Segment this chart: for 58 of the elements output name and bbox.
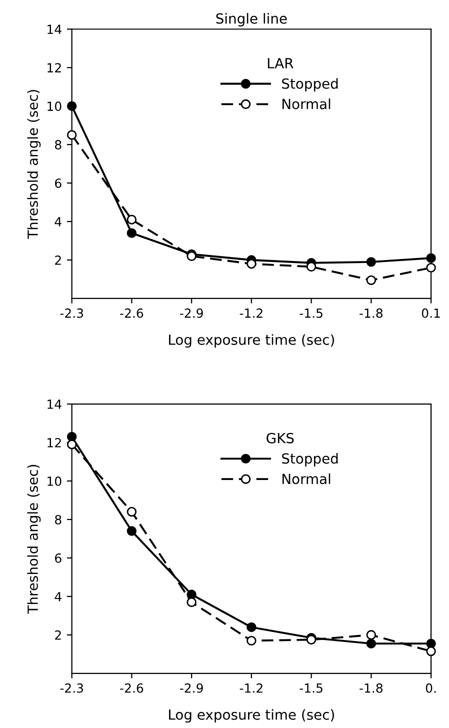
legend-title: LAR <box>268 58 294 68</box>
point <box>126 526 137 536</box>
x-tick-label: -2.3 <box>60 308 84 318</box>
x-tick-label: -1.5 <box>300 308 322 318</box>
x-axis-title: Log exposure time (sec) <box>169 334 334 348</box>
x-tick-label: -2.9 <box>180 308 203 318</box>
x-tick-label: -1.2 <box>240 683 262 693</box>
y-tick-label: 14 <box>48 24 62 34</box>
y-tick-label: 2 <box>55 255 61 265</box>
legend-label: Normal <box>282 473 330 484</box>
point <box>126 506 137 517</box>
point <box>366 638 376 648</box>
y-tick-label: 14 <box>48 400 62 409</box>
point <box>366 257 376 267</box>
x-tick-label: -1.8 <box>360 683 383 693</box>
point <box>186 597 196 608</box>
point <box>366 275 376 286</box>
point <box>426 646 436 656</box>
legend-label: Normal <box>282 98 330 110</box>
point <box>66 130 77 140</box>
x-tick-label: 0.1 <box>422 308 440 318</box>
point <box>426 253 436 263</box>
x-axis-title: Log exposure time (sec) <box>169 709 334 723</box>
point <box>246 258 256 269</box>
y-axis-title: Threshold angle (sec) <box>27 464 41 614</box>
point <box>306 262 316 272</box>
y-tick-label: 8 <box>55 140 62 150</box>
point <box>246 622 256 632</box>
chart-title: Single line <box>216 13 287 26</box>
x-tick-label: 0. <box>426 683 436 693</box>
y-tick-label: 12 <box>48 63 61 72</box>
point <box>126 228 137 238</box>
y-axis-title: Threshold angle (sec) <box>27 90 41 239</box>
legend-title: GKS <box>266 432 294 444</box>
x-tick-label: -2.6 <box>120 683 144 693</box>
y-tick-label: 4 <box>54 592 62 602</box>
point <box>366 630 376 640</box>
x-tick-label: -1.8 <box>360 308 383 318</box>
x-tick-label: -2.9 <box>180 683 203 693</box>
y-tick-label: 6 <box>55 178 62 188</box>
y-tick-label: 12 <box>48 438 61 448</box>
y-tick-label: 8 <box>55 514 62 524</box>
legend-label: Stopped <box>282 453 338 466</box>
y-tick-label: 10 <box>48 476 62 486</box>
y-tick-label: 4 <box>54 217 62 226</box>
point <box>66 101 77 111</box>
x-tick-label: -2.6 <box>120 308 144 318</box>
point <box>426 262 436 273</box>
point <box>126 214 137 224</box>
x-tick-label: -2.3 <box>60 683 84 693</box>
point <box>66 440 77 450</box>
legend-label: Stopped <box>282 78 338 92</box>
y-tick-label: 6 <box>55 553 62 563</box>
x-tick-label: -1.2 <box>240 308 262 318</box>
point <box>246 636 256 646</box>
y-tick-label: 2 <box>55 630 61 640</box>
y-tick-label: 10 <box>48 102 62 112</box>
x-tick-label: -1.5 <box>300 684 322 693</box>
